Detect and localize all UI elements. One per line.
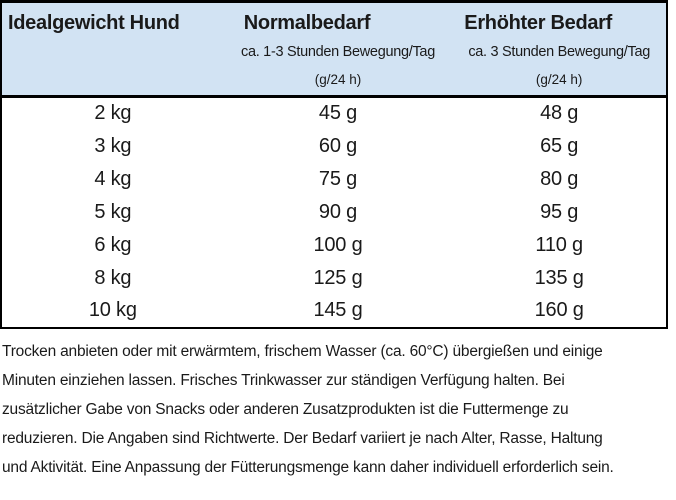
erhoehter-bedarf-cell: 95 g	[452, 195, 667, 229]
table-row: 2 kg 45 g 48 g	[1, 96, 667, 130]
unit-erhoehter-bedarf: (g/24 h)	[452, 64, 667, 98]
erhoehter-bedarf-cell: 160 g	[452, 294, 667, 328]
header-idealgewicht-hund: Idealgewicht Hund	[1, 1, 224, 39]
table-row: 10 kg 145 g 160 g	[1, 294, 667, 328]
footnote-line: Minuten einziehen lassen. Frisches Trink…	[2, 371, 565, 389]
weight-cell: 3 kg	[1, 129, 224, 163]
table-row: 4 kg 75 g 80 g	[1, 162, 667, 196]
header-erhoehter-bedarf: Erhöhter Bedarf	[452, 1, 667, 39]
weight-cell: 10 kg	[1, 294, 224, 328]
subtitle-erhoehter-bedarf: ca. 3 Stunden Bewegung/Tag	[452, 38, 667, 65]
erhoehter-bedarf-cell: 48 g	[452, 96, 667, 130]
table-row: 6 kg 100 g 110 g	[1, 228, 667, 262]
normalbedarf-cell: 75 g	[223, 162, 453, 196]
weight-cell: 5 kg	[1, 195, 224, 229]
footnote-line: reduzieren. Die Angaben sind Richtwerte.…	[2, 429, 603, 447]
footnote-line: Trocken anbieten oder mit erwärmtem, fri…	[2, 342, 603, 360]
subtitle-normalbedarf: ca. 1-3 Stunden Bewegung/Tag	[223, 38, 453, 65]
normalbedarf-cell: 145 g	[223, 294, 453, 328]
header-normalbedarf: Normalbedarf	[223, 1, 453, 39]
header-subtitle-row: ca. 1-3 Stunden Bewegung/Tag ca. 3 Stund…	[1, 38, 667, 65]
table-header: Idealgewicht Hund Normalbedarf Erhöhter …	[1, 1, 667, 98]
erhoehter-bedarf-cell: 80 g	[452, 162, 667, 196]
weight-cell: 8 kg	[1, 261, 224, 295]
footnote-line: und Aktivität. Eine Anpassung der Fütter…	[2, 458, 614, 476]
table-row: 3 kg 60 g 65 g	[1, 129, 667, 163]
subtitle-empty-cell	[1, 38, 224, 65]
footnote: Trocken anbieten oder mit erwärmtem, fri…	[0, 337, 676, 482]
table-row: 5 kg 90 g 95 g	[1, 195, 667, 229]
normalbedarf-cell: 125 g	[223, 261, 453, 295]
normalbedarf-cell: 90 g	[223, 195, 453, 229]
feeding-table: Idealgewicht Hund Normalbedarf Erhöhter …	[0, 0, 668, 329]
footnote-line: zusätzlicher Gabe von Snacks oder andere…	[2, 400, 569, 418]
erhoehter-bedarf-cell: 135 g	[452, 261, 667, 295]
header-unit-row: (g/24 h) (g/24 h)	[1, 64, 667, 98]
table-body: 2 kg 45 g 48 g 3 kg 60 g 65 g 4 kg 75 g …	[1, 96, 667, 328]
weight-cell: 2 kg	[1, 96, 224, 130]
erhoehter-bedarf-cell: 65 g	[452, 129, 667, 163]
header-title-row: Idealgewicht Hund Normalbedarf Erhöhter …	[1, 1, 667, 39]
normalbedarf-cell: 60 g	[223, 129, 453, 163]
normalbedarf-cell: 45 g	[223, 96, 453, 130]
unit-normalbedarf: (g/24 h)	[223, 64, 453, 98]
erhoehter-bedarf-cell: 110 g	[452, 228, 667, 262]
weight-cell: 4 kg	[1, 162, 224, 196]
normalbedarf-cell: 100 g	[223, 228, 453, 262]
table-row: 8 kg 125 g 135 g	[1, 261, 667, 295]
unit-empty-cell	[1, 64, 224, 98]
weight-cell: 6 kg	[1, 228, 224, 262]
